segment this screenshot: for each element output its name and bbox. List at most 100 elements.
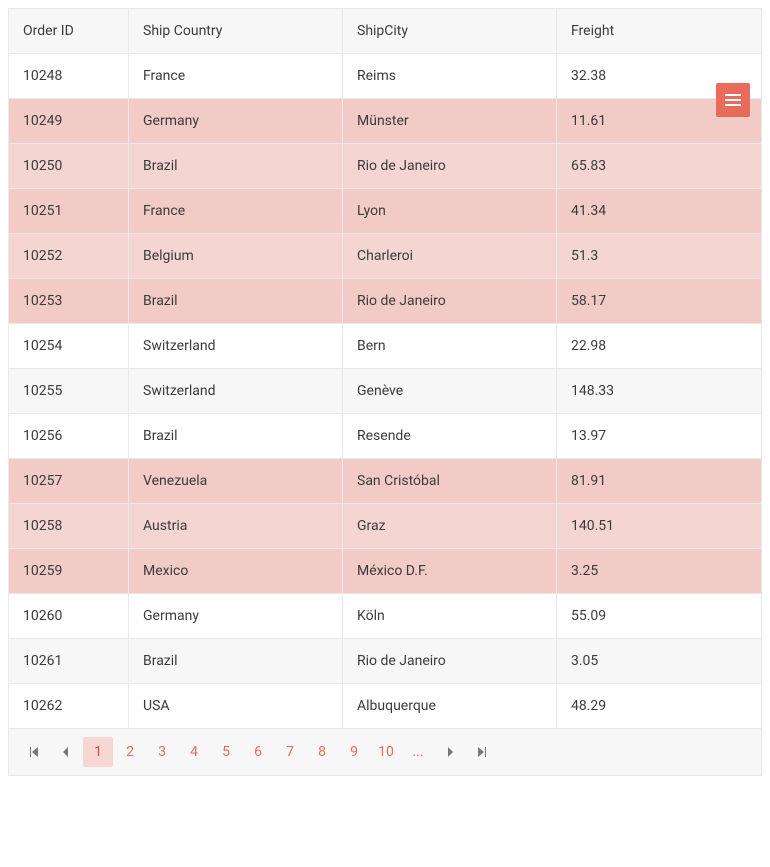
cell-ship-city: Rio de Janeiro — [343, 639, 557, 683]
table-row[interactable]: 10251FranceLyon41.34 — [9, 189, 761, 234]
table-body: 10248FranceReims32.3810249GermanyMünster… — [9, 54, 761, 728]
cell-freight: 65.83 — [557, 144, 761, 188]
cell-ship-country: Germany — [129, 594, 343, 638]
pager-first-button[interactable] — [19, 737, 49, 767]
cell-ship-country: USA — [129, 684, 343, 728]
column-header-order-id[interactable]: Order ID — [9, 9, 129, 53]
cell-order-id: 10258 — [9, 504, 129, 548]
cell-order-id: 10249 — [9, 99, 129, 143]
chevron-right-icon — [445, 747, 455, 757]
pager-page-8[interactable]: 8 — [307, 737, 337, 767]
pager-page-4[interactable]: 4 — [179, 737, 209, 767]
cell-freight: 13.97 — [557, 414, 761, 458]
cell-freight: 148.33 — [557, 369, 761, 413]
cell-freight: 48.29 — [557, 684, 761, 728]
cell-ship-country: Switzerland — [129, 369, 343, 413]
pager-page-1[interactable]: 1 — [83, 737, 113, 767]
cell-ship-city: México D.F. — [343, 549, 557, 593]
cell-order-id: 10250 — [9, 144, 129, 188]
table-row[interactable]: 10261BrazilRio de Janeiro3.05 — [9, 639, 761, 684]
hamburger-icon — [725, 93, 741, 107]
table-row[interactable]: 10260GermanyKöln55.09 — [9, 594, 761, 639]
cell-freight: 3.05 — [557, 639, 761, 683]
pager-next-button[interactable] — [435, 737, 465, 767]
cell-ship-city: Reims — [343, 54, 557, 98]
cell-freight: 41.34 — [557, 189, 761, 233]
cell-order-id: 10259 — [9, 549, 129, 593]
cell-order-id: 10253 — [9, 279, 129, 323]
cell-ship-city: Rio de Janeiro — [343, 144, 557, 188]
cell-ship-city: Rio de Janeiro — [343, 279, 557, 323]
table-row[interactable]: 10262USAAlbuquerque48.29 — [9, 684, 761, 728]
pager-page-5[interactable]: 5 — [211, 737, 241, 767]
orders-grid: Order ID Ship Country ShipCity Freight 1… — [8, 8, 762, 776]
table-row[interactable]: 10250BrazilRio de Janeiro65.83 — [9, 144, 761, 189]
cell-freight: 140.51 — [557, 504, 761, 548]
cell-order-id: 10248 — [9, 54, 129, 98]
table-row[interactable]: 10256BrazilResende13.97 — [9, 414, 761, 459]
cell-ship-city: Resende — [343, 414, 557, 458]
cell-ship-city: San Cristóbal — [343, 459, 557, 503]
column-header-ship-city[interactable]: ShipCity — [343, 9, 557, 53]
table-row[interactable]: 10248FranceReims32.38 — [9, 54, 761, 99]
pager: 12345678910... — [9, 728, 761, 775]
table-row[interactable]: 10253BrazilRio de Janeiro58.17 — [9, 279, 761, 324]
cell-order-id: 10257 — [9, 459, 129, 503]
table-row[interactable]: 10255SwitzerlandGenève148.33 — [9, 369, 761, 414]
pager-page-2[interactable]: 2 — [115, 737, 145, 767]
cell-ship-city: Münster — [343, 99, 557, 143]
cell-freight: 22.98 — [557, 324, 761, 368]
cell-ship-city: Genève — [343, 369, 557, 413]
cell-order-id: 10260 — [9, 594, 129, 638]
table-row[interactable]: 10254SwitzerlandBern22.98 — [9, 324, 761, 369]
column-header-ship-country[interactable]: Ship Country — [129, 9, 343, 53]
cell-ship-country: Germany — [129, 99, 343, 143]
cell-ship-country: France — [129, 54, 343, 98]
cell-order-id: 10255 — [9, 369, 129, 413]
cell-freight: 58.17 — [557, 279, 761, 323]
table-row[interactable]: 10249GermanyMünster11.61 — [9, 99, 761, 144]
cell-ship-country: Switzerland — [129, 324, 343, 368]
chevron-left-icon — [61, 747, 71, 757]
cell-freight: 55.09 — [557, 594, 761, 638]
pager-page-6[interactable]: 6 — [243, 737, 273, 767]
cell-ship-country: Austria — [129, 504, 343, 548]
pager-page-3[interactable]: 3 — [147, 737, 177, 767]
cell-ship-country: Brazil — [129, 639, 343, 683]
menu-fab-button[interactable] — [716, 83, 750, 117]
cell-ship-country: Mexico — [129, 549, 343, 593]
cell-ship-city: Charleroi — [343, 234, 557, 278]
cell-freight: 51.3 — [557, 234, 761, 278]
cell-order-id: 10252 — [9, 234, 129, 278]
pager-last-button[interactable] — [467, 737, 497, 767]
go-last-icon — [477, 747, 487, 757]
cell-ship-country: Brazil — [129, 144, 343, 188]
go-first-icon — [29, 747, 39, 757]
pager-page-9[interactable]: 9 — [339, 737, 369, 767]
pager-ellipsis[interactable]: ... — [403, 737, 433, 767]
cell-order-id: 10256 — [9, 414, 129, 458]
cell-ship-country: Brazil — [129, 414, 343, 458]
column-header-freight[interactable]: Freight — [557, 9, 761, 53]
cell-ship-city: Lyon — [343, 189, 557, 233]
table-row[interactable]: 10258AustriaGraz140.51 — [9, 504, 761, 549]
cell-ship-city: Albuquerque — [343, 684, 557, 728]
table-row[interactable]: 10257VenezuelaSan Cristóbal81.91 — [9, 459, 761, 504]
cell-ship-city: Köln — [343, 594, 557, 638]
cell-ship-country: Venezuela — [129, 459, 343, 503]
cell-ship-city: Graz — [343, 504, 557, 548]
cell-ship-country: France — [129, 189, 343, 233]
pager-prev-button[interactable] — [51, 737, 81, 767]
cell-freight: 3.25 — [557, 549, 761, 593]
table-header-row: Order ID Ship Country ShipCity Freight — [9, 9, 761, 54]
cell-ship-country: Brazil — [129, 279, 343, 323]
cell-order-id: 10251 — [9, 189, 129, 233]
cell-order-id: 10254 — [9, 324, 129, 368]
cell-ship-city: Bern — [343, 324, 557, 368]
table-row[interactable]: 10259MexicoMéxico D.F.3.25 — [9, 549, 761, 594]
table-row[interactable]: 10252BelgiumCharleroi51.3 — [9, 234, 761, 279]
pager-page-10[interactable]: 10 — [371, 737, 401, 767]
cell-freight: 81.91 — [557, 459, 761, 503]
pager-page-7[interactable]: 7 — [275, 737, 305, 767]
cell-ship-country: Belgium — [129, 234, 343, 278]
